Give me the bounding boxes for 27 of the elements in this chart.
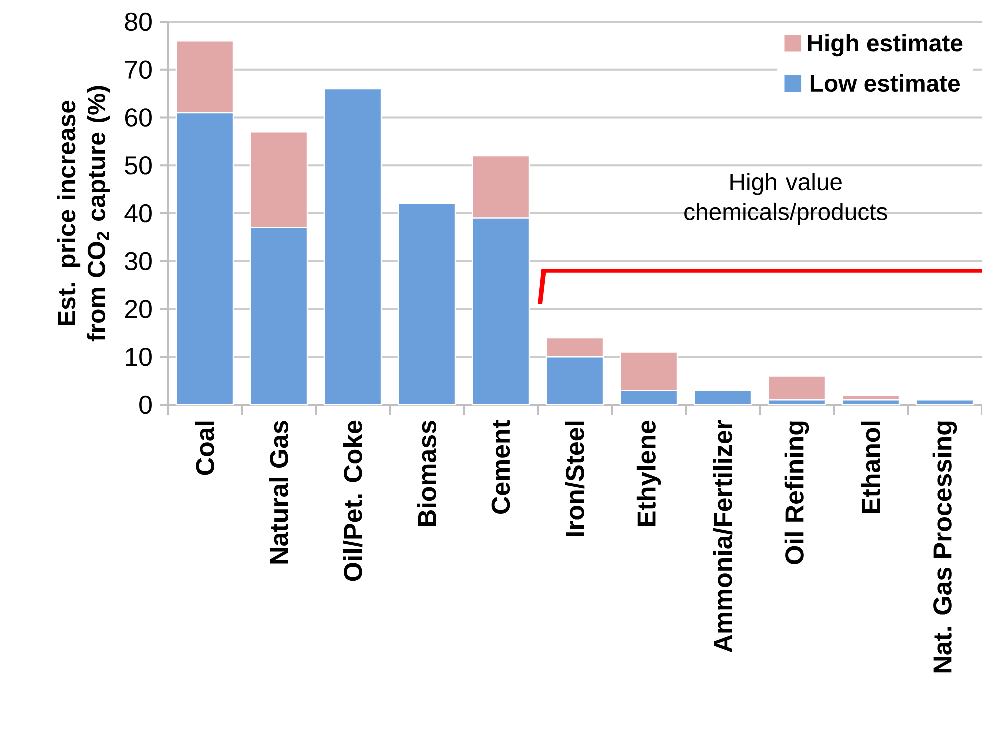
legend-label: High estimate bbox=[808, 34, 963, 57]
y-tick-label: 10 bbox=[126, 348, 152, 366]
y-tick-label: 50 bbox=[125, 156, 152, 175]
x-tick-label: Iron/Steel bbox=[565, 422, 585, 536]
x-tick-label: Cement bbox=[492, 420, 510, 514]
x-tick-label: Oil/Pet. Coke bbox=[343, 420, 363, 582]
x-tick-label: Ethanol bbox=[861, 422, 881, 514]
y-tick-label: 60 bbox=[125, 108, 152, 127]
x-tick-label: Ethylene bbox=[636, 420, 662, 526]
legend-label: Low estimate bbox=[810, 74, 960, 92]
y-tick-label: 40 bbox=[124, 204, 152, 223]
x-tick-label: Nat. Gas Processing bbox=[932, 422, 958, 673]
x-tick-label: Biomass bbox=[417, 421, 437, 526]
y-tick-label: 30 bbox=[125, 252, 152, 271]
bar bbox=[324, 88, 382, 406]
x-tick-label: Oil Refining bbox=[784, 422, 810, 564]
x-tick-label: Ammonia/Fertilizer bbox=[713, 420, 733, 653]
y-tick-label: 0 bbox=[140, 396, 152, 414]
bar bbox=[694, 390, 752, 406]
y-tick-label: 80 bbox=[125, 12, 152, 32]
annotation: High value chemicals/products bbox=[684, 173, 888, 226]
x-tick-label: Natural Gas bbox=[269, 421, 289, 564]
y-tick-label: 70 bbox=[125, 60, 152, 80]
y-tick-label: 20 bbox=[125, 300, 152, 318]
bar bbox=[398, 203, 456, 406]
x-tick-label: Coal bbox=[195, 422, 215, 476]
bar bbox=[916, 400, 974, 406]
